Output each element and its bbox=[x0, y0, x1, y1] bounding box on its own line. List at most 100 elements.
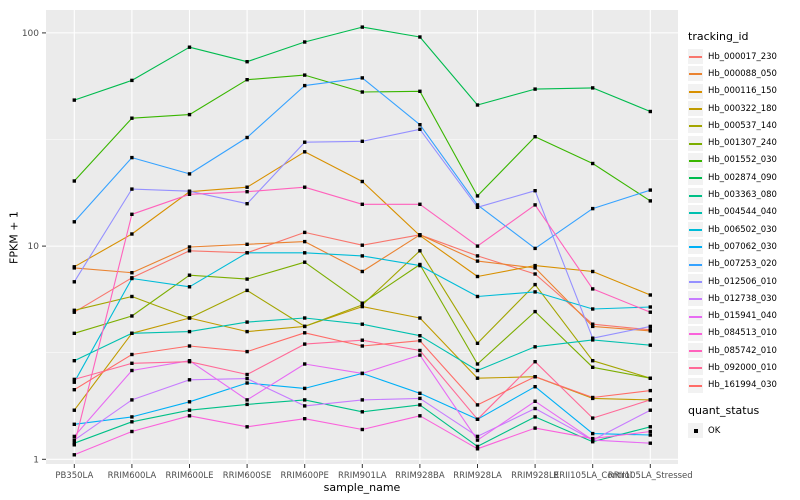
legend-entry-quant-OK: OK bbox=[688, 422, 800, 439]
legend-entry-label: Hb_012506_010 bbox=[708, 276, 777, 287]
data-point bbox=[245, 78, 249, 82]
data-point bbox=[130, 116, 134, 120]
legend-entry-label: Hb_092000_010 bbox=[708, 362, 777, 373]
data-point bbox=[418, 316, 422, 320]
legend-key-line bbox=[689, 142, 702, 145]
data-point bbox=[475, 434, 480, 439]
data-point bbox=[72, 220, 76, 224]
data-point bbox=[591, 307, 595, 311]
data-point bbox=[418, 35, 422, 39]
x-tick-label: RRIM600SE bbox=[223, 471, 272, 481]
data-point bbox=[245, 349, 249, 354]
data-point bbox=[72, 422, 76, 426]
data-point bbox=[187, 360, 192, 364]
data-point bbox=[245, 251, 249, 255]
data-point bbox=[187, 192, 192, 196]
legend-key-line bbox=[689, 298, 702, 301]
data-point bbox=[187, 408, 192, 412]
legend-key-line bbox=[689, 90, 702, 93]
data-point bbox=[303, 404, 307, 408]
data-point bbox=[130, 352, 134, 357]
data-point bbox=[591, 395, 595, 400]
data-point bbox=[648, 408, 652, 412]
data-point bbox=[591, 336, 595, 340]
data-point bbox=[475, 274, 480, 279]
data-point bbox=[533, 309, 537, 314]
legend-entry-Hb_015941_040: Hb_015941_040 bbox=[688, 307, 800, 324]
legend-tracking-id-title: tracking_id bbox=[688, 30, 749, 43]
data-point bbox=[418, 127, 422, 131]
data-point bbox=[533, 246, 537, 251]
data-point bbox=[360, 427, 364, 432]
data-point bbox=[475, 403, 480, 407]
data-point bbox=[130, 271, 134, 275]
x-tick-label: RRII105LA_Stressed bbox=[608, 471, 693, 481]
data-point bbox=[648, 388, 652, 393]
data-point bbox=[303, 140, 307, 144]
data-point bbox=[418, 334, 422, 338]
legend-key-line bbox=[689, 350, 702, 353]
data-point bbox=[245, 402, 249, 407]
data-point bbox=[245, 425, 249, 429]
data-point bbox=[475, 341, 480, 345]
legend-key-icon bbox=[688, 256, 703, 272]
data-point bbox=[475, 376, 480, 380]
data-point bbox=[475, 444, 480, 449]
data-point bbox=[533, 399, 537, 403]
data-point bbox=[418, 391, 422, 395]
x-tick-label: RRIM600LA bbox=[108, 471, 157, 481]
data-point bbox=[533, 360, 537, 364]
legend-key-line bbox=[689, 367, 702, 370]
data-point bbox=[303, 83, 307, 88]
data-point bbox=[360, 269, 364, 274]
data-point bbox=[475, 362, 480, 366]
legend-key-icon bbox=[688, 83, 703, 99]
data-point bbox=[533, 282, 537, 287]
legend-color-entries: Hb_000017_230 Hb_000088_050 Hb_000116_150 H… bbox=[688, 48, 800, 394]
legend-entry-Hb_006502_030: Hb_006502_030 bbox=[688, 221, 800, 238]
data-point bbox=[648, 441, 652, 445]
y-tick-label: 10 bbox=[28, 242, 40, 252]
data-point bbox=[475, 254, 480, 258]
data-point bbox=[418, 202, 422, 206]
data-point bbox=[187, 316, 192, 320]
data-point bbox=[130, 420, 134, 424]
legend-entry-label: Hb_085742_010 bbox=[708, 345, 777, 356]
legend-entry-label: Hb_007062_030 bbox=[708, 241, 777, 252]
data-point bbox=[533, 406, 537, 411]
data-point bbox=[360, 303, 364, 307]
data-point bbox=[245, 376, 249, 381]
legend-key-line bbox=[689, 332, 702, 335]
data-point bbox=[72, 331, 76, 335]
legend-key-icon bbox=[688, 239, 703, 255]
legend-entry-label: Hb_000017_230 bbox=[708, 51, 777, 62]
data-point bbox=[533, 203, 537, 207]
data-point bbox=[648, 398, 652, 402]
x-tick-label: RRIM600PE bbox=[281, 471, 329, 481]
data-point bbox=[360, 410, 364, 414]
data-point bbox=[187, 112, 192, 117]
legend-key-line bbox=[689, 159, 702, 162]
data-point bbox=[648, 433, 652, 437]
data-point bbox=[648, 188, 652, 192]
data-point bbox=[245, 288, 249, 293]
data-point bbox=[360, 254, 364, 258]
data-point bbox=[533, 385, 537, 389]
legend-entry-label: Hb_161994_030 bbox=[708, 380, 777, 391]
legend-entry-Hb_001307_240: Hb_001307_240 bbox=[688, 134, 800, 151]
legend-key-icon bbox=[688, 152, 703, 168]
data-point bbox=[475, 438, 480, 442]
data-point bbox=[130, 155, 134, 160]
data-point bbox=[418, 123, 422, 127]
legend-entry-label: Hb_001552_030 bbox=[708, 155, 777, 166]
y-tick-label: 100 bbox=[22, 29, 39, 39]
data-point bbox=[72, 179, 76, 183]
x-axis-title: sample_name bbox=[323, 481, 401, 494]
data-point bbox=[648, 324, 652, 329]
data-point bbox=[360, 179, 364, 184]
data-point bbox=[303, 185, 307, 189]
data-point bbox=[303, 316, 307, 320]
data-point bbox=[130, 429, 134, 434]
data-point bbox=[130, 78, 134, 83]
